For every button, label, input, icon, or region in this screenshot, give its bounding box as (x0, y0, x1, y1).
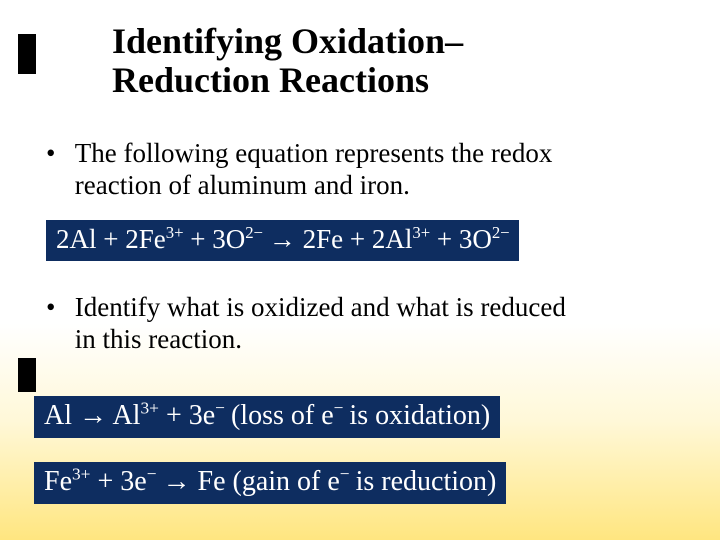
decor-bar-top (18, 34, 36, 74)
decor-bar-mid (18, 358, 36, 392)
title-line-1: Identifying Oxidation– (112, 22, 463, 61)
bullet-dot: • (46, 292, 68, 324)
bullet-dot: • (46, 138, 68, 170)
bullet-1: • The following equation represents the … (46, 138, 552, 202)
equation-reduction: Fe3+ + 3e− → Fe (gain of e− is reduction… (34, 462, 506, 504)
equation-oxidation: Al → Al3+ + 3e− (loss of e− is oxidation… (34, 396, 500, 438)
equation-redox: 2Al + 2Fe3+ + 3O2− → 2Fe + 2Al3+ + 3O2− (46, 220, 519, 261)
bullet-2: • Identify what is oxidized and what is … (46, 292, 566, 356)
slide-title: Identifying Oxidation– Reduction Reactio… (112, 22, 463, 100)
bullet-2-text: Identify what is oxidized and what is re… (75, 292, 566, 356)
title-line-2: Reduction Reactions (112, 61, 463, 100)
bullet-1-text: The following equation represents the re… (75, 138, 553, 202)
